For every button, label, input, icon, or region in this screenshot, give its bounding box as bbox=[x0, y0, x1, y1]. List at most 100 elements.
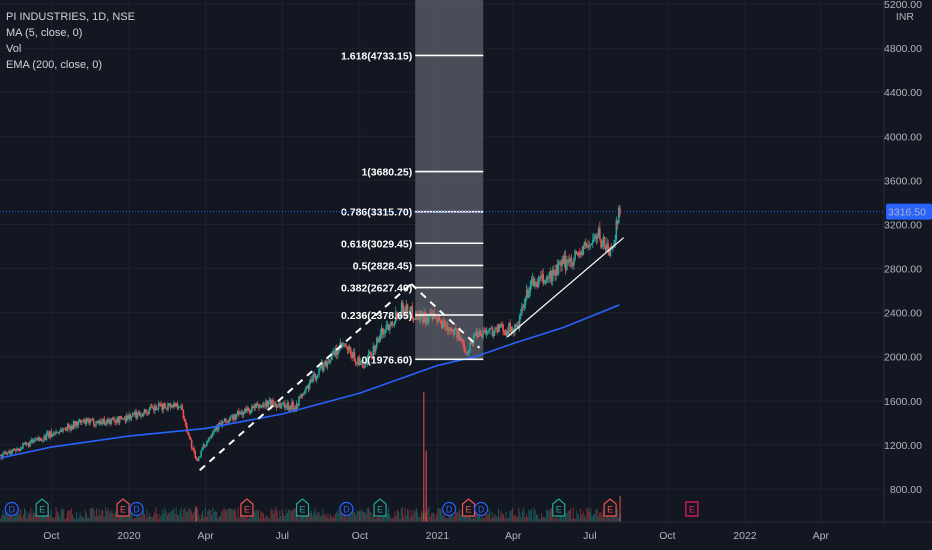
candle-body bbox=[370, 351, 372, 355]
candle-body bbox=[324, 360, 326, 365]
volume-bar bbox=[213, 511, 215, 522]
candle-body bbox=[300, 393, 303, 397]
candle-body bbox=[177, 407, 180, 409]
candle-body bbox=[121, 419, 123, 420]
candle-body bbox=[326, 361, 329, 367]
candle-body bbox=[63, 428, 66, 430]
volume-bar bbox=[136, 511, 138, 522]
legend-symbol[interactable]: PI INDUSTRIES, 1D, NSE bbox=[6, 11, 135, 23]
volume-bar bbox=[30, 508, 32, 522]
candle-body bbox=[397, 317, 399, 319]
candle-body bbox=[457, 330, 460, 338]
candle-body bbox=[195, 457, 198, 459]
legend-vol[interactable]: Vol bbox=[6, 43, 22, 55]
candle-body bbox=[344, 343, 346, 347]
volume-bar bbox=[237, 507, 239, 522]
legend-ma[interactable]: MA (5, close, 0) bbox=[6, 27, 83, 39]
fib-level-label: 0.382(2627.40) bbox=[341, 283, 412, 295]
volume-bar bbox=[298, 518, 300, 522]
candle-body bbox=[10, 452, 12, 455]
candle-body bbox=[463, 343, 465, 351]
candle-body bbox=[90, 419, 93, 420]
candle-body bbox=[485, 331, 488, 334]
volume-bar bbox=[266, 516, 268, 522]
candle-body bbox=[19, 448, 22, 451]
candle-body bbox=[248, 409, 251, 413]
candle-body bbox=[88, 420, 90, 424]
volume-bar bbox=[152, 515, 154, 522]
candle-body bbox=[133, 413, 135, 415]
volume-bar bbox=[300, 512, 302, 522]
volume-bar bbox=[309, 513, 311, 522]
candle-body bbox=[263, 404, 266, 406]
volume-bar bbox=[94, 516, 96, 522]
candle-body bbox=[163, 403, 166, 407]
candle-body bbox=[503, 330, 506, 333]
candle-body bbox=[363, 366, 365, 368]
candle-body bbox=[406, 304, 409, 315]
volume-bar bbox=[317, 512, 319, 522]
volume-bar bbox=[225, 510, 227, 522]
volume-bar bbox=[547, 509, 549, 522]
candle-body bbox=[108, 419, 110, 422]
candle-body bbox=[392, 324, 395, 326]
candle-body bbox=[182, 409, 185, 419]
candle-body bbox=[92, 419, 95, 425]
candle-body bbox=[423, 312, 425, 323]
candle-body bbox=[325, 360, 327, 367]
volume-bar bbox=[154, 512, 156, 522]
candle-body bbox=[61, 429, 63, 432]
volume-bar bbox=[116, 512, 118, 522]
candle-body bbox=[327, 361, 330, 363]
legend-ema[interactable]: EMA (200, close, 0) bbox=[6, 59, 102, 71]
volume-bar bbox=[141, 507, 143, 522]
volume-bar bbox=[568, 510, 570, 522]
candle-body bbox=[360, 360, 363, 362]
volume-bar bbox=[231, 508, 233, 522]
y-tick-label: 1600.00 bbox=[884, 396, 922, 408]
candle-body bbox=[497, 325, 500, 333]
candle-body bbox=[64, 428, 67, 430]
candle-body bbox=[354, 361, 357, 363]
volume-bar bbox=[383, 512, 385, 522]
candle-body bbox=[18, 448, 21, 451]
volume-bar bbox=[145, 518, 147, 522]
candle-body bbox=[333, 351, 336, 356]
volume-bar bbox=[396, 509, 398, 522]
volume-bar bbox=[179, 510, 181, 522]
volume-bar bbox=[37, 515, 39, 522]
candle-body bbox=[95, 421, 97, 426]
fib-level-label: 0(1976.60) bbox=[361, 354, 412, 366]
candle-body bbox=[252, 406, 254, 409]
y-tick-label: 4800.00 bbox=[884, 43, 922, 55]
volume-bar bbox=[442, 515, 444, 522]
event-letter: E bbox=[39, 505, 45, 515]
volume-bar bbox=[422, 513, 424, 522]
candle-body bbox=[299, 396, 301, 398]
candle-body bbox=[531, 278, 534, 281]
candle-body bbox=[496, 327, 498, 333]
volume-bar bbox=[197, 508, 199, 522]
volume-bar bbox=[91, 508, 93, 522]
volume-bar bbox=[188, 508, 190, 522]
volume-spike bbox=[195, 506, 197, 522]
candle-body bbox=[212, 431, 214, 436]
fib-level-label: 0.618(3029.45) bbox=[341, 238, 412, 250]
volume-bar bbox=[185, 511, 187, 522]
volume-bar bbox=[314, 507, 316, 522]
volume-bar bbox=[357, 511, 359, 522]
candle-body bbox=[315, 375, 318, 380]
candle-body bbox=[311, 379, 313, 382]
candle-body bbox=[393, 321, 396, 325]
candle-body bbox=[57, 431, 60, 433]
candle-body bbox=[301, 393, 304, 396]
candle-body bbox=[162, 403, 165, 411]
candle-body bbox=[278, 403, 280, 407]
volume-bar bbox=[70, 508, 72, 522]
volume-bar bbox=[323, 514, 325, 522]
event-letter: E bbox=[300, 505, 306, 515]
volume-bar bbox=[338, 513, 340, 522]
candle-body bbox=[453, 328, 456, 335]
